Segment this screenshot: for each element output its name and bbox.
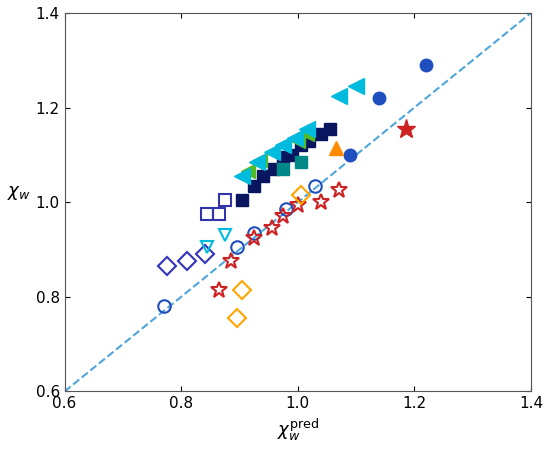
- Y-axis label: $\chi_w$: $\chi_w$: [7, 184, 31, 202]
- X-axis label: $\chi_w^{\mathrm{pred}}$: $\chi_w^{\mathrm{pred}}$: [277, 417, 319, 443]
